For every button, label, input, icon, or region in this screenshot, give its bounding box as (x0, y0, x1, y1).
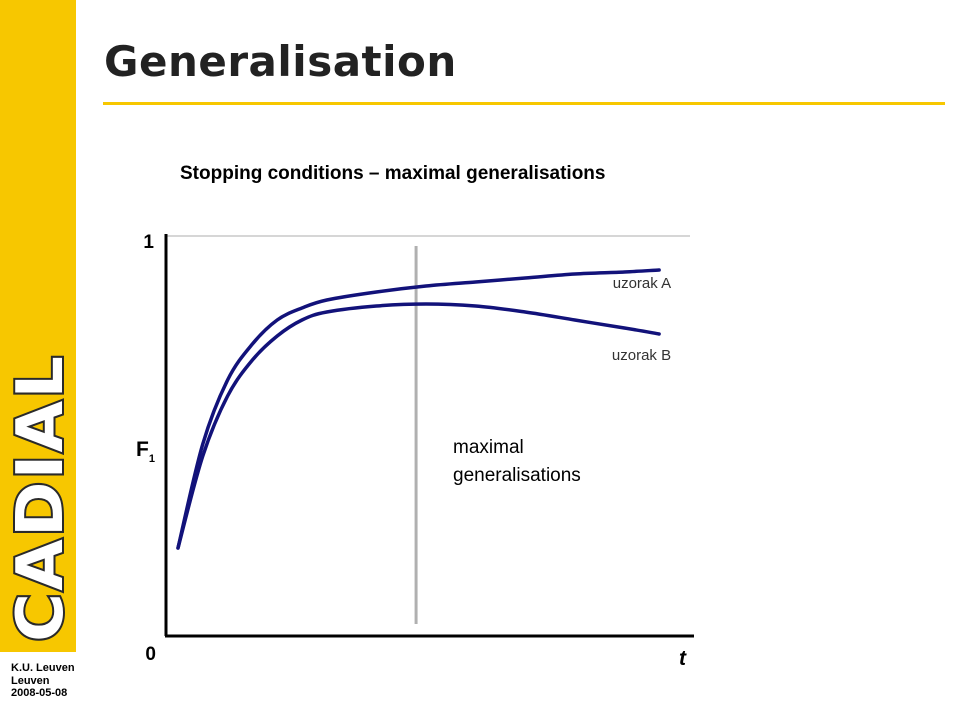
slide-title: Generalisation (104, 37, 457, 86)
series-label-a: uzorak A (613, 275, 671, 292)
series-line-b (176, 302, 661, 550)
x-axis-label: t (679, 647, 687, 670)
annotation-line-2: generalisations (453, 465, 581, 486)
annotation-line-1: maximal (453, 437, 524, 458)
footer-location: Leuven (11, 674, 50, 687)
series-label-b: uzorak B (612, 347, 671, 364)
footer-date: 2008-05-08 (11, 687, 68, 699)
fitness-chart: 1 0 F1 t uzorak A uzorak B (130, 220, 710, 670)
y-axis-label: F1 (136, 438, 155, 465)
y-tick-zero: 0 (145, 644, 156, 665)
cadial-logo: CADIAL (0, 340, 76, 650)
title-underline (103, 102, 945, 105)
footer-info: K.U. Leuven Leuven 2008-05-08 (11, 662, 75, 700)
y-tick-top: 1 (143, 232, 154, 253)
svg-text:CADIAL: CADIAL (4, 354, 76, 642)
series-line-a (176, 268, 661, 550)
max-generalisation-annotation: maximal generalisations (453, 434, 581, 490)
footer-institution: K.U. Leuven (11, 662, 75, 674)
sidebar-accent-bar (0, 0, 76, 652)
slide-subtitle: Stopping conditions – maximal generalisa… (180, 163, 606, 184)
